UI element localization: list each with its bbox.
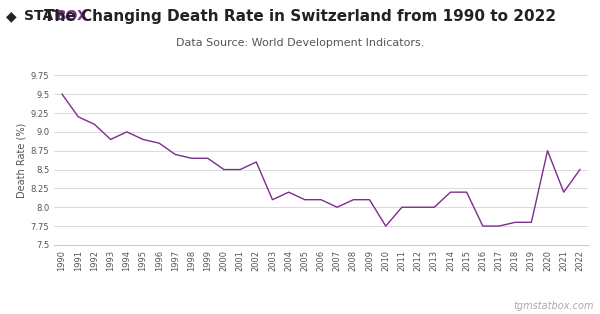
Text: tgmstatbox.com: tgmstatbox.com [514,301,594,311]
Text: Data Source: World Development Indicators.: Data Source: World Development Indicator… [176,38,424,48]
Y-axis label: Death Rate (%): Death Rate (%) [16,122,26,198]
Text: BOX: BOX [56,9,89,24]
Text: STAT: STAT [24,9,62,24]
Text: The Changing Death Rate in Switzerland from 1990 to 2022: The Changing Death Rate in Switzerland f… [44,9,556,24]
Text: ◆: ◆ [6,9,17,24]
